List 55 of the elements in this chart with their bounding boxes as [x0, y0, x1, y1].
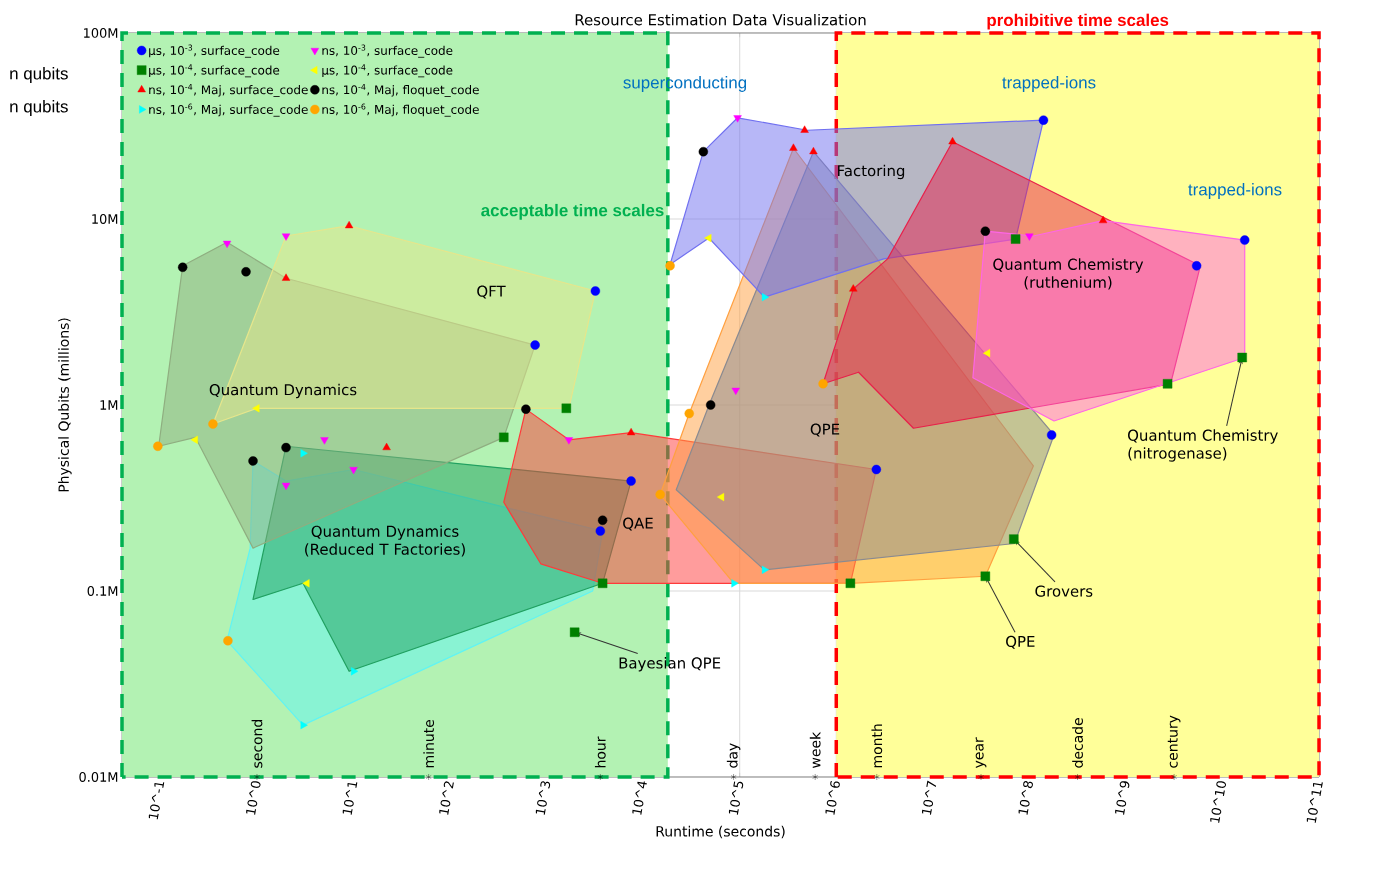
chart-title: Resource Estimation Data Visualization: [575, 13, 866, 26]
annotation: Quantum Chemistry (nitrogenase): [1128, 429, 1278, 462]
text: n qubits: [10, 67, 68, 83]
x-tick-label: 10^-1: [148, 782, 165, 820]
legend-label: ns, 10$^{-6}$, Maj, surface_code: [149, 103, 308, 117]
y-tick-label: 0.1M: [87, 586, 118, 596]
x-tick-label: 10^1: [342, 782, 358, 815]
text: n qubits: [10, 100, 68, 116]
ref-line-label: month: [871, 724, 883, 768]
x-tick-label: 10^7: [922, 780, 937, 815]
x-axis-title: Runtime (seconds): [656, 825, 785, 839]
annotation: trapped-ions: [1002, 76, 1096, 92]
annotation: QPE: [1006, 635, 1035, 649]
x-tick-label: 10^6: [825, 781, 840, 815]
ref-line-label: hour: [594, 736, 606, 768]
x-tick-label: 10^5: [728, 781, 744, 815]
legend-label: µs, 10$^{-4}$, surface_code: [322, 64, 453, 78]
legend-label: ns, 10$^{-6}$, Maj, floquet_code: [322, 103, 479, 117]
y-tick-label: 0.01M: [79, 772, 118, 782]
legend-label: µs, 10$^{-4}$, surface_code: [149, 64, 280, 78]
ref-line-label: minute: [423, 720, 435, 768]
y-tick-label: 1M: [100, 400, 118, 410]
annotation: trapped-ions: [1188, 183, 1282, 199]
legend-label: ns, 10$^{-4}$, Maj, floquet_code: [322, 83, 479, 97]
x-tick-label: 10^3: [535, 781, 551, 815]
legend-label: µs, 10$^{-3}$, surface_code: [149, 44, 280, 58]
y-tick-label: 10M: [92, 214, 118, 224]
x-tick-label: 10^10: [1210, 781, 1227, 823]
x-tick-label: 10^8: [1018, 781, 1033, 815]
annotation: Quantum Dynamics (Reduced T Factories): [305, 525, 465, 557]
annotation: Grovers: [1035, 585, 1093, 597]
ref-line-label: second: [251, 719, 263, 768]
annotation: Bayesian QPE: [619, 657, 721, 672]
band-label: acceptable time scales: [481, 203, 664, 220]
annotation: Quantum Dynamics: [209, 383, 357, 399]
annotation: Factoring: [838, 164, 905, 180]
ref-line-label: century: [1167, 715, 1181, 768]
ref-line-label: year: [975, 737, 987, 769]
ref-line-label: week: [809, 731, 821, 768]
annotation: QAE: [623, 517, 653, 531]
legend-label: ns, 10$^{-3}$, surface_code: [322, 44, 453, 58]
x-tick-label: 10^2: [439, 781, 454, 815]
ref-line-label: decade: [1072, 718, 1083, 768]
x-tick-label: 10^9: [1115, 781, 1130, 815]
y-axis-title: Physical Qubits (millions): [58, 318, 72, 492]
x-tick-label: 10^0: [246, 781, 261, 815]
x-tick-label: 10^4: [632, 781, 647, 815]
annotation: QFT: [477, 285, 506, 299]
annotation: QPE: [810, 423, 840, 437]
legend-label: ns, 10$^{-4}$, Maj, surface_code: [149, 83, 308, 97]
ref-line-label: day: [726, 743, 741, 768]
band-label: prohibitive time scales: [987, 13, 1169, 30]
annotation: Quantum Chemistry (ruthenium): [993, 258, 1144, 290]
y-tick-label: 100M: [84, 28, 118, 38]
x-tick-label: 10^11: [1306, 782, 1323, 823]
